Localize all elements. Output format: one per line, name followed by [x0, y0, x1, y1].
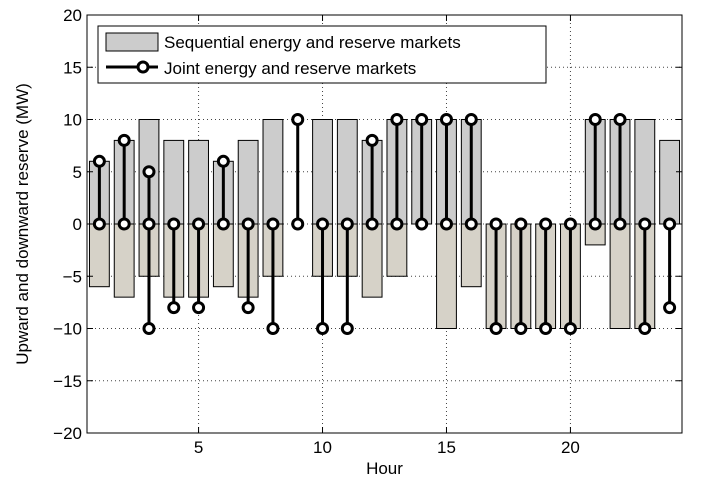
stem-marker	[365, 217, 379, 231]
stem-marker	[266, 217, 280, 231]
bar-downward	[361, 223, 383, 298]
stem-marker	[117, 133, 131, 147]
stem-marker	[514, 322, 528, 335]
stem-marker	[365, 133, 379, 147]
stem-marker	[563, 217, 577, 231]
y-tick-label: 0	[73, 215, 82, 234]
stem-marker	[340, 322, 354, 335]
stem-marker	[439, 217, 453, 231]
bar-downward	[88, 223, 110, 288]
stem-marker	[464, 113, 478, 126]
bars	[88, 119, 681, 329]
bar-downward	[386, 223, 408, 277]
x-tick-label: 10	[313, 438, 332, 457]
bar-downward	[609, 223, 631, 329]
legend-marker-joint	[136, 60, 150, 74]
bar-downward	[436, 223, 457, 329]
bar-upward	[336, 119, 358, 225]
y-tick-label: 5	[73, 163, 82, 182]
bar-upward	[262, 119, 284, 225]
x-tick-label: 20	[561, 438, 580, 457]
stem-marker	[489, 217, 503, 231]
bar-downward	[113, 223, 135, 298]
stem-marker	[563, 322, 577, 335]
stem-marker	[291, 113, 305, 126]
bar-downward	[212, 223, 234, 288]
stem-marker	[514, 217, 528, 231]
bar-upward	[634, 119, 656, 225]
y-tick-label: 10	[63, 111, 82, 130]
legend-box	[97, 25, 547, 84]
stem-marker	[142, 217, 156, 231]
stems	[92, 113, 677, 335]
x-tick-label: 5	[194, 438, 203, 457]
y-axis-label: Upward and downward reserve (MW)	[13, 83, 32, 365]
stem-marker	[340, 217, 354, 231]
stem-marker	[291, 217, 305, 231]
stem-marker	[192, 301, 206, 315]
bar-upward	[163, 139, 185, 225]
stem-marker	[316, 217, 330, 231]
stem-marker	[216, 154, 230, 168]
stem-marker	[216, 217, 230, 231]
grid	[87, 15, 682, 433]
stem-marker	[539, 322, 553, 335]
stem-marker	[588, 217, 602, 231]
y-tick-label: −15	[53, 372, 82, 391]
stem-marker	[663, 217, 677, 231]
stem-marker	[390, 217, 404, 231]
y-tick-label: 20	[63, 6, 82, 25]
bar-upward	[237, 139, 259, 225]
x-tick-label: 15	[437, 438, 456, 457]
stem-marker	[390, 113, 404, 126]
stem-marker	[241, 217, 255, 231]
y-tick-label: −10	[53, 320, 82, 339]
y-tick-label: 15	[63, 58, 82, 77]
stem-marker	[316, 322, 330, 335]
stem-marker	[613, 217, 627, 231]
stem-marker	[192, 217, 206, 231]
ticks: −20 −15 −10 −5 0 5 10 15 20 5 10 15 20	[53, 6, 682, 457]
stem-marker	[663, 301, 677, 315]
stem-marker	[638, 322, 652, 335]
y-tick-label: −20	[53, 424, 82, 443]
bar-upward	[312, 119, 333, 225]
stem-marker	[142, 165, 156, 179]
legend-entry-joint: Joint energy and reserve markets	[164, 59, 416, 78]
stem-marker	[266, 322, 280, 335]
legend: Sequential energy and reserve markets Jo…	[97, 25, 547, 84]
stem-marker	[638, 217, 652, 231]
legend-swatch-sequential	[105, 32, 159, 52]
stem-marker	[167, 301, 181, 315]
bar-upward	[188, 139, 209, 225]
x-axis-label: Hour	[366, 459, 403, 478]
legend-entry-sequential: Sequential energy and reserve markets	[164, 33, 461, 52]
stem-marker	[167, 217, 181, 231]
stem-marker	[464, 217, 478, 231]
stem-marker	[92, 217, 106, 231]
stem-marker	[92, 154, 106, 168]
stem-marker	[439, 113, 453, 126]
bar-upward	[659, 139, 681, 225]
stem-marker	[415, 217, 429, 231]
stem-marker	[588, 113, 602, 126]
stem-marker	[489, 322, 503, 335]
y-tick-label: −5	[63, 267, 82, 286]
stem-marker	[241, 301, 255, 315]
stem-marker	[142, 322, 156, 335]
stem-marker	[415, 113, 429, 126]
bar-downward	[460, 223, 482, 288]
stem-marker	[117, 217, 131, 231]
stem-marker	[613, 113, 627, 126]
stem-marker	[539, 217, 553, 231]
